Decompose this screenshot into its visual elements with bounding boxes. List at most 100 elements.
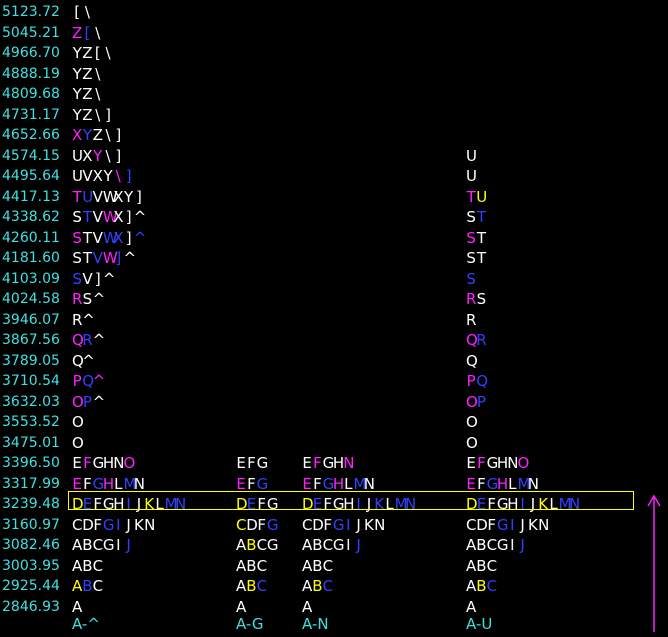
price-level: 3789.05 <box>2 352 60 369</box>
tpo-letter: B <box>246 556 257 575</box>
footer-range-2: A-G <box>236 615 264 633</box>
tpo-letter: A <box>72 597 83 616</box>
price-level: 3160.97 <box>2 516 60 533</box>
tpo-letter: L <box>508 474 517 493</box>
tpo-letter: E <box>476 495 487 513</box>
tpo-letter: A <box>466 536 477 554</box>
price-level: 5123.72 <box>2 4 60 20</box>
tpo-letters-c2: ABC <box>236 576 267 596</box>
tpo-letters-c1: EFGHNO <box>72 453 135 473</box>
tpo-letters-c1: A <box>72 597 82 617</box>
tpo-letters-c4: EFGHLMN <box>466 474 540 494</box>
tpo-letters-c1: STVW] ^ <box>72 248 136 268</box>
tpo-letters-c4: A <box>466 597 476 617</box>
tpo-letter: G <box>102 515 115 534</box>
tpo-letter: A <box>466 556 477 575</box>
tpo-letter: R <box>72 310 83 329</box>
price-level: 4181.60 <box>2 250 60 266</box>
tpo-letter: U <box>466 146 477 165</box>
tpo-letter: Z <box>82 85 93 103</box>
tpo-letter: L <box>114 474 123 493</box>
period-range-footer: A-^ A-G A-N A-U <box>0 614 668 634</box>
tpo-letters-c1: ABC <box>72 576 103 596</box>
tpo-letter: S <box>72 269 82 288</box>
tpo-letter: H <box>507 495 519 513</box>
footer-range-3: A-N <box>302 615 329 633</box>
tpo-letters-c3: ABC <box>302 576 333 596</box>
tpo-letters-c2: A <box>236 597 246 617</box>
tpo-letter: U <box>72 146 83 165</box>
tpo-letter: D <box>466 495 478 513</box>
up-arrow-icon <box>647 494 661 632</box>
tpo-letter: M <box>123 474 137 493</box>
tpo-letter: I <box>520 495 525 513</box>
tpo-letter: A <box>302 536 313 554</box>
tpo-letters-c4: RS <box>466 289 487 309</box>
tpo-letters-c2: ABCG <box>236 535 279 555</box>
price-level: 3396.50 <box>2 455 60 471</box>
tpo-letter: R <box>466 310 477 329</box>
tpo-letter: T <box>82 208 93 226</box>
tpo-letters-c4: OP <box>466 392 487 412</box>
tpo-letter: F <box>323 515 333 534</box>
tpo-letter: A <box>72 536 83 554</box>
tpo-letter: V <box>92 187 103 206</box>
tpo-letter: J <box>126 536 131 554</box>
tpo-letter: C <box>92 536 104 554</box>
tpo-letters-c2: EFG <box>236 474 269 494</box>
tpo-letters-c4: ABCG I J <box>466 535 528 555</box>
tpo-letter: G <box>322 454 335 472</box>
tpo-letter: [ <box>74 3 81 21</box>
tpo-letter: N <box>527 474 540 493</box>
tpo-letter: C <box>486 536 498 554</box>
tpo-letter: S <box>466 228 476 247</box>
tpo-letter: E <box>466 474 476 493</box>
tpo-letter: O <box>466 413 478 431</box>
tpo-letter: U <box>82 187 94 206</box>
tpo-letters-c3: CDFG I J KN <box>302 515 385 535</box>
tpo-letter: B <box>312 536 323 554</box>
tpo-letter: S <box>466 249 476 267</box>
tpo-letter: ] <box>94 269 101 288</box>
tpo-letter: L <box>549 495 558 513</box>
tpo-letter: M <box>558 495 572 513</box>
tpo-letter: A <box>236 536 247 554</box>
tpo-letter: G <box>256 474 269 493</box>
tpo-letter: N <box>144 515 156 534</box>
tpo-letter: R <box>476 331 487 349</box>
tpo-letter: O <box>72 413 84 431</box>
tpo-letters-c1: O <box>72 433 84 453</box>
tpo-letter: F <box>247 474 256 493</box>
tpo-letter: Q <box>72 331 84 349</box>
tpo-letter: \ <box>115 167 121 185</box>
tpo-letter: O <box>72 392 84 411</box>
price-level: 4495.64 <box>2 168 60 184</box>
tpo-letter: K <box>364 515 374 534</box>
tpo-letters-c4: ST <box>466 207 487 227</box>
tpo-letter: G <box>332 515 345 534</box>
tpo-letter: C <box>466 515 477 534</box>
tpo-letter: I <box>116 515 121 534</box>
tpo-letter: S <box>72 249 82 267</box>
tpo-letter: E <box>72 474 82 493</box>
tpo-letter: S <box>72 228 82 247</box>
tpo-letters-c4: ABC <box>466 556 497 576</box>
price-level: 3867.56 <box>2 332 60 348</box>
tpo-letter: C <box>256 577 268 595</box>
price-level: 3553.52 <box>2 414 60 430</box>
tpo-letters-c1: CDFG I J KN <box>72 515 156 535</box>
price-level: 4574.15 <box>2 147 60 164</box>
tpo-letter: G <box>332 495 345 513</box>
tpo-letter: K <box>134 515 144 534</box>
tpo-letter: T <box>82 228 93 247</box>
tpo-letter: Y <box>103 167 113 185</box>
tpo-letter: D <box>302 495 314 513</box>
tpo-letter: Z <box>82 105 93 124</box>
tpo-letter: A <box>72 556 83 575</box>
tpo-letter: T <box>72 187 82 206</box>
tpo-letters-c3: ABC <box>302 556 333 576</box>
tpo-letters-c1: PQ^ <box>72 371 106 391</box>
tpo-letter: ] <box>125 167 132 185</box>
tpo-letters-c1: Z[\ <box>72 23 103 43</box>
tpo-letter: ] <box>125 208 132 226</box>
